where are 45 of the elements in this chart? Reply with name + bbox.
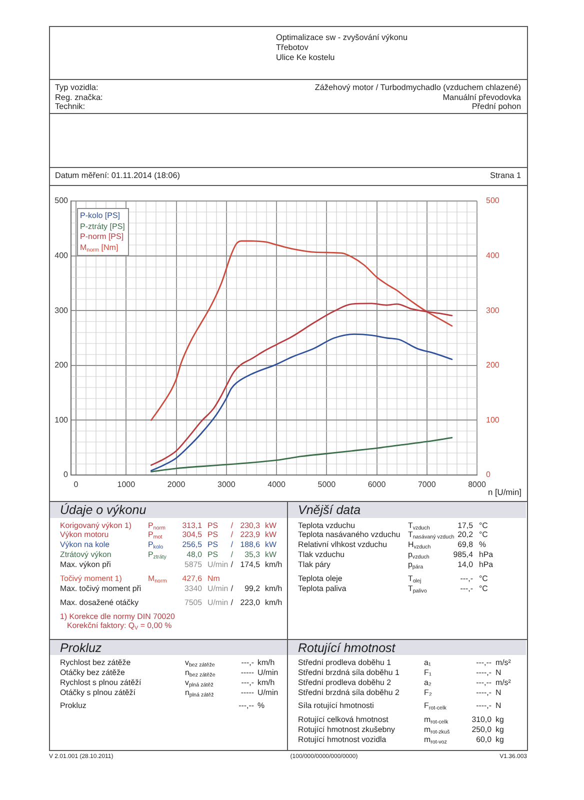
text: P-ztráty [PS]: [80, 222, 125, 232]
y2-tick-label: 100: [486, 415, 500, 424]
line-series: [150, 437, 453, 472]
text: Typ vozidla:: [55, 82, 98, 92]
text: Vnější data: [298, 502, 361, 517]
text: Ulice Ke kostelu: [276, 52, 335, 62]
text: Zážehový motor / Turbodmychadlo (vzduchem chlazené): [314, 82, 521, 92]
line-series: [150, 302, 453, 466]
x-tick-label: 4000: [268, 480, 286, 490]
y-tick-label: 0: [64, 470, 69, 480]
x-tick-label: 2000: [167, 480, 186, 490]
y-tick-label: 200: [54, 360, 69, 370]
y2-tick-label: 0: [486, 470, 491, 480]
y2-tick-label: 400: [486, 251, 500, 260]
text: Údaje o výkonu: [60, 502, 146, 517]
y-tick-label: 300: [54, 306, 69, 315]
text: Přední pohon: [472, 102, 521, 112]
text: Strana 1: [490, 170, 521, 180]
text: Reg. značka:: [55, 92, 103, 102]
text: P-norm [PS]: [80, 232, 125, 243]
text: Prokluz: [60, 640, 102, 654]
text: Optimalizace sw - zvyšování výkonu: [276, 32, 408, 42]
text: Třebotov: [276, 42, 308, 52]
y2-tick-label: 500: [486, 196, 500, 206]
x-tick-label: 5000: [318, 480, 336, 490]
line-series: [150, 333, 453, 472]
x-tick-label: 8000: [468, 480, 486, 490]
text: P-kolo [PS]: [80, 211, 122, 222]
y-tick-label: 500: [54, 196, 69, 206]
x-tick-label: 3000: [217, 480, 236, 490]
x-tick-label: 7000: [418, 480, 436, 490]
line-series: [150, 240, 453, 421]
y2-tick-label: 200: [486, 360, 500, 370]
y2-tick-label: 300: [486, 306, 500, 315]
x-tick-label: 6000: [368, 480, 386, 490]
text: Datum měření: 01.11.2014 (18:06): [55, 170, 180, 180]
y-tick-label: 100: [54, 415, 69, 424]
text: Rotující hmotnost: [298, 640, 396, 654]
text: Technik:: [55, 102, 86, 112]
text: Manuální převodovka: [442, 92, 521, 102]
text: M$_{norm}$ [Nm]: [80, 242, 120, 254]
y-tick-label: 400: [54, 251, 69, 260]
x-tick-label: 1000: [117, 480, 136, 490]
x-tick-label: 0: [74, 480, 79, 490]
x-axis-title: n [U/min]: [488, 486, 522, 497]
